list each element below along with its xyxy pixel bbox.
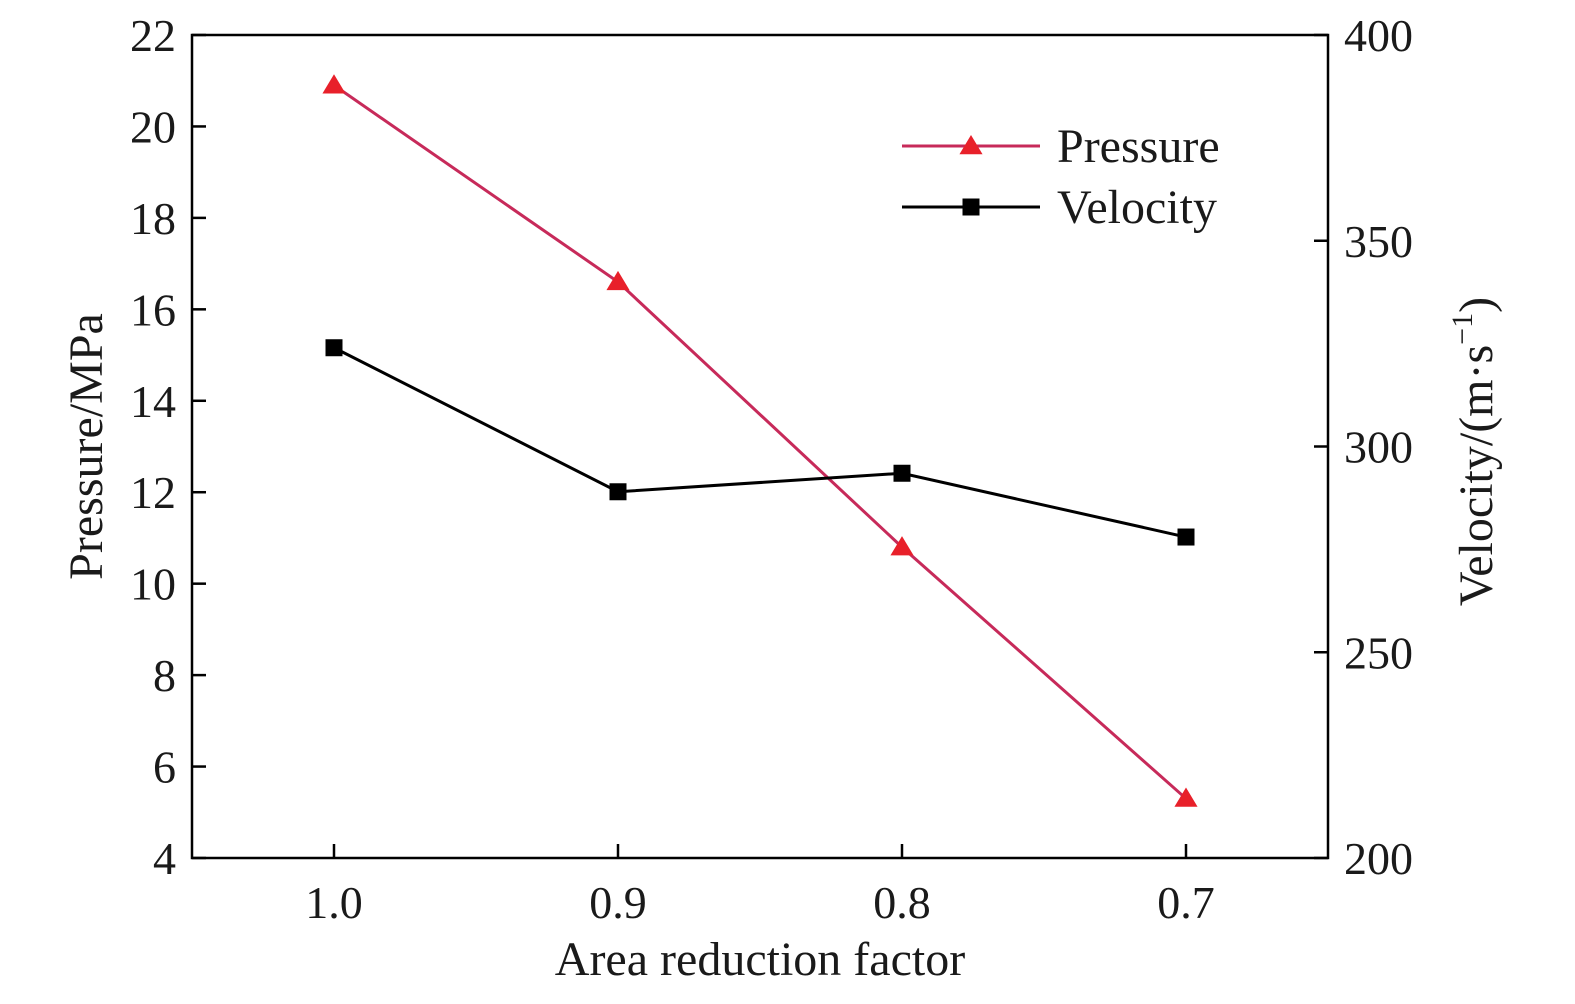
series-line-velocity bbox=[333, 346, 1187, 539]
right-tick-label: 400 bbox=[1344, 10, 1413, 61]
legend-square-icon bbox=[962, 198, 980, 216]
x-tick-label: 1.0 bbox=[305, 877, 363, 928]
pressure-point bbox=[890, 536, 914, 556]
velocity-point bbox=[1177, 528, 1195, 546]
left-tick-label: 10 bbox=[130, 559, 176, 610]
pressure-point bbox=[322, 74, 346, 94]
legend: Pressure Velocity bbox=[902, 120, 1220, 234]
left-tick-label: 12 bbox=[130, 467, 176, 518]
left-tick-label: 16 bbox=[130, 284, 176, 335]
legend-triangle-icon bbox=[959, 135, 983, 155]
left-axis-ticks: 4 6 8 10 12 14 16 18 20 22 bbox=[130, 10, 206, 884]
left-tick-label: 4 bbox=[153, 833, 176, 884]
x-tick-label: 0.9 bbox=[589, 877, 647, 928]
legend-item-pressure: Pressure bbox=[902, 120, 1220, 173]
legend-label-pressure: Pressure bbox=[1057, 120, 1220, 173]
plot-frame bbox=[190, 33, 1330, 860]
legend-label-velocity: Velocity bbox=[1057, 181, 1217, 234]
left-tick-label: 14 bbox=[130, 376, 176, 427]
left-tick-label: 20 bbox=[130, 101, 176, 152]
x-tick-label: 0.8 bbox=[873, 877, 931, 928]
velocity-point bbox=[609, 483, 627, 501]
left-tick-label: 6 bbox=[153, 742, 176, 793]
left-axis-title: Pressure/MPa bbox=[60, 313, 113, 580]
right-tick-label: 250 bbox=[1344, 627, 1413, 678]
x-axis-title: Area reduction factor bbox=[555, 933, 965, 986]
series-line-pressure bbox=[333, 84, 1187, 800]
left-tick-label: 18 bbox=[130, 193, 176, 244]
left-tick-label: 22 bbox=[130, 10, 176, 61]
right-tick-label: 300 bbox=[1344, 422, 1413, 473]
velocity-point bbox=[893, 464, 911, 482]
pressure-point bbox=[606, 270, 630, 291]
pressure-point bbox=[1174, 787, 1198, 807]
right-tick-label: 200 bbox=[1344, 833, 1413, 884]
left-tick-label: 8 bbox=[153, 650, 176, 701]
right-tick-label: 350 bbox=[1344, 216, 1413, 267]
legend-item-velocity: Velocity bbox=[902, 181, 1217, 234]
right-axis-title: Velocity/(m·s−1) bbox=[1446, 297, 1503, 606]
right-axis-ticks: 200 250 300 350 400 bbox=[1314, 10, 1413, 884]
velocity-point bbox=[325, 339, 343, 357]
series-layer bbox=[322, 74, 1198, 807]
x-tick-label: 0.7 bbox=[1157, 877, 1215, 928]
x-axis-ticks: 1.0 0.9 0.8 0.7 bbox=[305, 844, 1215, 928]
